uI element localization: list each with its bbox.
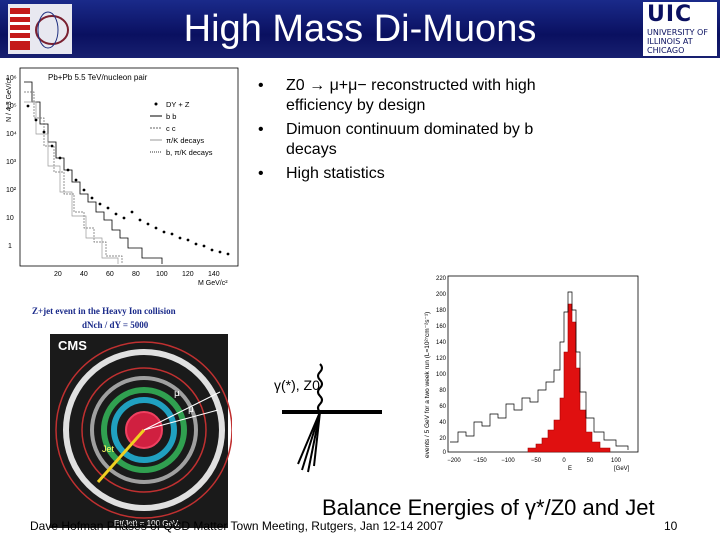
fig-r-ytick: 180	[436, 308, 447, 314]
bullet-dot: •	[258, 165, 264, 182]
fig-tl-legend: b, π/K decays	[166, 148, 213, 157]
uic-logo: UIC UNIVERSITY OF ILLINOIS AT CHICAGO	[643, 2, 717, 56]
cms-event-display: Z+jet event in the Heavy Ion collision d…	[2, 300, 232, 532]
fig-r-ytick: 40	[439, 420, 446, 426]
fig-r-xtick: 0	[562, 458, 566, 464]
fig-tl-ytick: 10²	[6, 187, 17, 194]
jet-label: Jet	[102, 444, 115, 454]
title-bar	[0, 0, 720, 58]
jet-track	[96, 429, 146, 483]
open-histogram	[450, 291, 629, 450]
balance-diagram: γ(*), Z0	[274, 363, 382, 473]
histogram-curve	[24, 101, 119, 264]
fig-tl-ytick: 10⁵	[6, 103, 17, 110]
fig-tl-legend: DY + Z	[166, 100, 190, 109]
fig-r-xtick: 100	[611, 458, 622, 464]
footer-text: Dave Hofman Phases of QCD Matter Town Me…	[30, 519, 444, 533]
fig-r-xtick: 50	[587, 458, 594, 464]
bullet-text: Z0 → μ+μ− reconstructed with high effici…	[286, 77, 536, 114]
fig-r-xunit: [GeV]	[614, 466, 630, 472]
fig-r-ytick: 200	[436, 292, 447, 298]
fig-tl-legend: b b	[166, 112, 176, 121]
diagram-label: γ(*), Z0	[274, 377, 320, 393]
mu-label: μ	[188, 405, 194, 415]
bullet-dot: •	[258, 77, 264, 94]
fig-r-ytick: 0	[443, 450, 447, 456]
fig-tl-ytick: 10⁶	[6, 75, 17, 82]
fig-r-ytick: 20	[439, 436, 446, 442]
balance-text: Balance Energies of γ*/Z0 and Jet	[322, 495, 655, 520]
bullet-text: High statistics	[286, 165, 385, 182]
fig-tl-legend: c c	[166, 124, 176, 133]
fig-r-ytick: 60	[439, 404, 446, 410]
fig-tl-ytick: 10³	[6, 159, 17, 166]
event-heading-2: dNch / dY = 5000	[82, 320, 149, 330]
fig-tl-xlabel: M GeV/c²	[198, 280, 228, 287]
mass-spectrum-figure: N / 4.3 GeV/c² Pb+Pb 5.5 TeV/nucleon pai…	[2, 62, 244, 288]
fig-tl-heading: Pb+Pb 5.5 TeV/nucleon pair	[48, 73, 148, 82]
fig-r-xtick: −50	[531, 458, 542, 464]
bullet-item: • High statistics	[258, 164, 558, 184]
fig-tl-ytick: 10⁴	[6, 131, 17, 138]
fig-tl-legend: π/K decays	[166, 136, 204, 145]
uic-logo-big: UIC	[647, 2, 693, 27]
bullet-dot: •	[258, 121, 264, 138]
fig-r-ylabel: events / 5 GeV for a two week run (L=10²…	[424, 312, 431, 458]
histogram-curve	[24, 81, 163, 264]
fig-tl-xtick: 60	[106, 271, 114, 278]
fig-tl-xtick: 140	[208, 271, 220, 278]
histogram-curve	[24, 91, 123, 264]
cms-label: CMS	[58, 338, 87, 353]
bullet-item: • Dimuon continuum dominated by b decays	[258, 120, 558, 160]
data-points	[26, 104, 230, 256]
fig-r-ytick: 80	[439, 388, 446, 394]
jet-lines	[297, 411, 321, 473]
fig-r-xlabel: E	[568, 466, 572, 472]
fig-r-ytick: 220	[436, 276, 447, 282]
fig-tl-xtick: 120	[182, 271, 194, 278]
uic-logo-small: UNIVERSITY OF ILLINOIS AT CHICAGO	[647, 28, 708, 55]
fig-r-xtick: −100	[501, 458, 515, 464]
page-number: 10	[664, 519, 678, 533]
fig-tl-xtick: 80	[132, 271, 140, 278]
bullet-list: • Z0 → μ+μ− reconstructed with high effi…	[258, 76, 558, 188]
balance-histogram: events / 5 GeV for a two week run (L=10²…	[418, 272, 644, 472]
event-caption: Et(Jet) = 100 GeV.	[114, 519, 180, 528]
fig-tl-ytick: 1	[8, 243, 12, 250]
fig-r-ytick: 120	[436, 356, 447, 362]
muon-track	[143, 409, 219, 431]
fig-r-ytick: 100	[436, 372, 447, 378]
muon-track	[143, 391, 221, 431]
fig-tl-xtick: 20	[54, 271, 62, 278]
mu-label: μ	[174, 389, 180, 399]
bullet-item: • Z0 → μ+μ− reconstructed with high effi…	[258, 76, 558, 116]
event-heading-1: Z+jet event in the Heavy Ion collision	[32, 306, 176, 316]
fig-tl-ylabel: N / 4.3 GeV/c²	[6, 77, 13, 122]
fig-r-ytick: 140	[436, 340, 447, 346]
cern-logo	[8, 4, 72, 54]
fig-r-ytick: 160	[436, 324, 447, 330]
bullet-text: Dimuon continuum dominated by b decays	[286, 121, 534, 158]
fig-tl-xtick: 100	[156, 271, 168, 278]
fig-r-xtick: −200	[447, 458, 461, 464]
fig-tl-ytick: 10	[6, 215, 14, 222]
fig-r-xtick: −150	[473, 458, 487, 464]
photon-wave	[317, 363, 323, 413]
fig-tl-xtick: 40	[80, 271, 88, 278]
legend-marker	[154, 102, 158, 106]
slide-title: High Mass Di-Muons	[183, 8, 537, 50]
